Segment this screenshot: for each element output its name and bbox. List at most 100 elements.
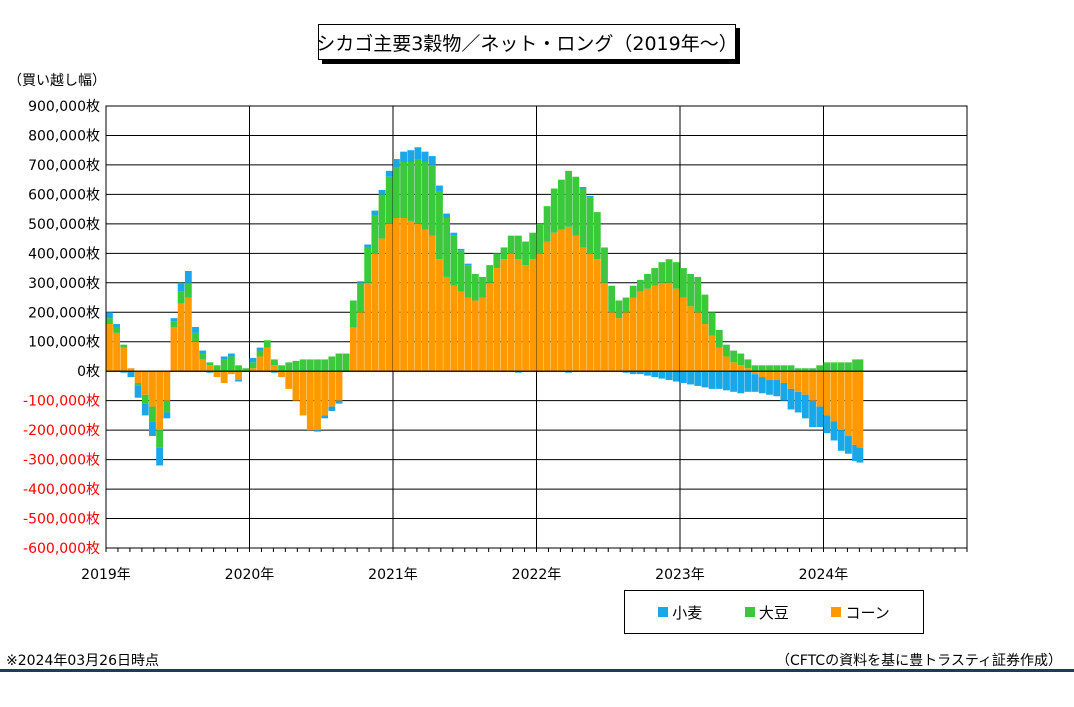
bar-wheat — [464, 263, 472, 266]
bar-corn — [723, 356, 730, 372]
bar-wheat — [371, 210, 379, 216]
bar-soy — [837, 362, 845, 372]
bar-soy — [443, 217, 451, 277]
bar-corn — [809, 371, 816, 401]
y-tick-label: 100,000枚 — [28, 335, 100, 351]
bar-corn — [622, 312, 630, 372]
bar-corn — [823, 371, 831, 416]
bar-corn — [593, 259, 601, 372]
bar-corn — [665, 282, 673, 372]
bar-corn — [357, 312, 364, 372]
bar-soy — [780, 365, 788, 372]
bar-corn — [514, 259, 522, 372]
bar-soy — [730, 350, 738, 363]
bar-wheat — [220, 356, 228, 360]
bar-soy — [414, 159, 422, 224]
bar-soy — [579, 188, 587, 248]
bar-soy — [134, 382, 142, 386]
bar-soy — [271, 359, 278, 366]
bar-wheat — [428, 156, 436, 165]
bar-wheat — [773, 380, 781, 397]
bar-soy — [572, 176, 580, 236]
bar-corn — [629, 297, 637, 372]
bar-wheat — [830, 421, 838, 441]
bar-corn — [170, 327, 178, 372]
bar-corn — [816, 371, 824, 407]
y-tick-label: 0枚 — [77, 364, 100, 380]
y-tick-label: 700,000枚 — [28, 158, 100, 174]
bar-soy — [450, 235, 458, 286]
bar-wheat — [184, 271, 192, 283]
bar-soy — [464, 265, 472, 298]
x-tick-label: 2022年 — [512, 567, 562, 583]
bar-wheat — [737, 371, 745, 394]
bar-soy — [278, 365, 286, 372]
bar-corn — [428, 235, 436, 372]
bar-corn — [751, 371, 759, 375]
y-tick-label: 200,000枚 — [28, 305, 100, 321]
bar-corn — [400, 217, 407, 372]
bar-corn — [830, 371, 838, 422]
bar-corn — [837, 371, 845, 431]
bar-soy — [479, 276, 486, 298]
bar-soy — [328, 356, 336, 372]
bar-wheat — [809, 400, 816, 428]
bar-soy — [586, 197, 594, 254]
bar-wheat — [357, 281, 364, 283]
bar-soy — [723, 344, 730, 357]
bar-soy — [299, 359, 307, 372]
bar-soy — [651, 268, 659, 286]
bar-corn — [328, 371, 336, 407]
bar-soy — [593, 212, 601, 260]
y-tick-label: -500,000枚 — [23, 512, 100, 528]
y-axis-ticks: 900,000枚 800,000枚 700,000枚 600,000枚 500,000枚… — [23, 99, 100, 557]
bar-soy — [809, 368, 816, 372]
bar-corn — [794, 371, 802, 392]
bar-corn — [558, 229, 565, 372]
bar-soy — [306, 359, 314, 372]
y-tick-label: 300,000枚 — [28, 276, 100, 292]
bar-corn — [687, 306, 694, 372]
bar-corn — [507, 253, 515, 372]
bar-corn — [213, 371, 221, 378]
bar-soy — [715, 329, 723, 348]
bar-soy — [321, 359, 329, 372]
y-tick-label: 600,000枚 — [28, 187, 100, 203]
bar-wheat — [751, 374, 759, 392]
bar-corn — [278, 371, 286, 378]
bar-wheat — [708, 371, 716, 389]
bar-soy — [371, 215, 379, 254]
bar-corn — [206, 365, 214, 372]
bar-wheat — [385, 170, 393, 177]
chart-title-text: シカゴ主要3穀物／ネット・ロング（2019年～） — [316, 32, 738, 55]
y-tick-label: -300,000枚 — [23, 453, 100, 469]
bar-soy — [773, 365, 781, 372]
bar-corn — [572, 235, 580, 372]
bar-wheat — [149, 421, 156, 437]
bar-corn — [192, 341, 199, 372]
bar-soy — [400, 161, 407, 218]
bar-wheat — [256, 347, 264, 351]
y-axis-unit-label: （買い越し幅） — [8, 73, 106, 89]
bar-soy — [378, 194, 386, 239]
bar-wheat — [156, 447, 164, 466]
bar-corn — [306, 371, 314, 431]
x-tick-label: 2023年 — [655, 567, 705, 583]
bar-corn — [421, 229, 429, 372]
bar-corn — [285, 371, 293, 389]
bar-wheat — [113, 324, 120, 327]
bar-corn — [450, 285, 458, 372]
bar-soy — [644, 273, 651, 289]
bar-soy — [565, 170, 573, 227]
bar-wheat — [206, 371, 214, 373]
bar-corn — [457, 291, 465, 372]
bar-soy — [256, 350, 264, 357]
bar-wheat — [723, 371, 730, 391]
bar-corn — [486, 282, 494, 372]
bar-corn — [780, 371, 788, 383]
bar-wheat — [249, 357, 257, 363]
bar-soy — [744, 359, 752, 369]
bar-corn — [529, 259, 537, 372]
bar-soy — [658, 262, 666, 283]
bar-corn — [644, 288, 651, 372]
